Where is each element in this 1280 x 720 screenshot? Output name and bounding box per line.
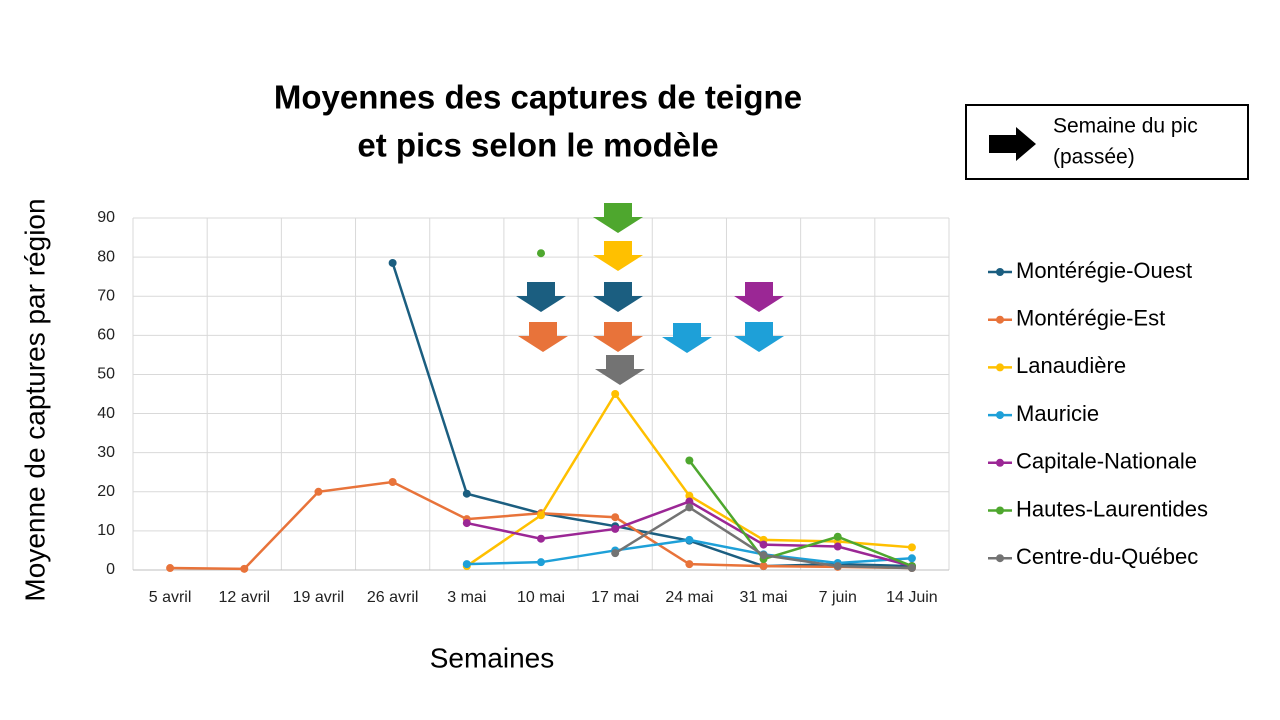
x-tick-label: 10 mai: [517, 589, 565, 606]
x-tick-label: 19 avril: [293, 589, 345, 606]
note-arrow: [989, 127, 1036, 161]
y-tick-label: 30: [97, 444, 115, 461]
data-point: [462, 489, 471, 498]
legend-label: Montérégie-Est: [1016, 306, 1165, 331]
data-point: [907, 554, 916, 563]
data-point: [388, 478, 397, 486]
legend-label: Mauricie: [1016, 401, 1099, 426]
peak-arrow: [593, 203, 643, 233]
data-point: [759, 562, 768, 571]
y-tick-label: 80: [97, 248, 115, 265]
data-point: [537, 558, 545, 567]
legend-label: Centre-du-Québec: [1016, 544, 1198, 569]
x-tick-label: 17 mai: [591, 589, 639, 606]
x-tick-label: 3 mai: [447, 589, 486, 606]
x-tick-label: 7 juin: [819, 589, 857, 606]
data-point: [833, 532, 842, 541]
data-point: [759, 540, 768, 549]
data-point: [759, 551, 768, 560]
legend-label: Hautes-Laurentides: [1016, 496, 1208, 521]
data-point: [907, 543, 916, 552]
legend-swatch: [996, 411, 1004, 420]
peak-arrow: [593, 282, 643, 312]
data-point: [685, 456, 694, 465]
y-tick-label: 0: [106, 561, 115, 578]
y-axis-label: Moyenne de captures par région: [19, 198, 50, 601]
data-point: [685, 503, 694, 512]
x-tick-label: 12 avril: [218, 589, 270, 606]
x-tick-label: 24 mai: [665, 589, 713, 606]
y-tick-label: 40: [97, 405, 115, 422]
peak-arrow: [518, 322, 568, 352]
data-point: [537, 249, 545, 258]
peak-arrow: [734, 282, 784, 312]
series-line: [688, 459, 913, 568]
x-tick-label: 31 mai: [740, 589, 788, 606]
x-axis-label: Semaines: [430, 642, 555, 673]
legend-label: Montérégie-Ouest: [1016, 258, 1192, 283]
data-point: [240, 564, 249, 573]
data-point: [685, 535, 694, 544]
y-tick-label: 50: [97, 366, 115, 383]
y-tick-label: 10: [97, 522, 115, 539]
data-point: [166, 564, 175, 573]
data-point: [685, 491, 694, 500]
chart-title: Moyennes des captures de teigne: [274, 79, 802, 116]
data-point: [611, 513, 620, 522]
data-point: [314, 487, 323, 496]
y-tick-label: 20: [97, 483, 115, 500]
peak-arrow: [595, 355, 645, 385]
legend-swatch: [996, 506, 1004, 515]
peak-arrow: [516, 282, 566, 312]
note-text: (passée): [1053, 146, 1135, 169]
legend-swatch: [996, 363, 1004, 372]
note-text: Semaine du pic: [1053, 115, 1198, 138]
x-tick-label: 14 Juin: [886, 589, 938, 606]
data-point: [537, 534, 545, 543]
x-tick-label: 26 avril: [367, 589, 419, 606]
legend-swatch: [996, 554, 1004, 563]
peak-arrow: [734, 322, 784, 352]
data-point: [462, 560, 471, 569]
peak-arrow: [593, 241, 643, 271]
legend-swatch: [996, 315, 1004, 324]
legend-swatch: [996, 458, 1004, 467]
data-point: [685, 497, 694, 506]
y-tick-label: 70: [97, 287, 115, 304]
legend-label: Lanaudière: [1016, 353, 1126, 378]
peak-arrow: [593, 322, 643, 352]
data-point: [611, 390, 620, 398]
data-point: [907, 564, 916, 573]
data-point: [833, 562, 842, 571]
data-point: [537, 511, 545, 520]
chart-title: et pics selon le modèle: [357, 127, 718, 164]
x-tick-label: 5 avril: [149, 589, 192, 606]
data-point: [833, 542, 842, 551]
legend-label: Capitale-Nationale: [1016, 449, 1197, 474]
data-point: [685, 560, 694, 569]
data-point: [462, 519, 471, 528]
peak-arrow: [662, 323, 712, 353]
data-point: [388, 258, 397, 267]
data-point: [611, 524, 620, 533]
data-point: [611, 549, 620, 558]
legend-swatch: [996, 268, 1004, 276]
y-tick-label: 60: [97, 327, 115, 344]
y-tick-label: 90: [97, 209, 115, 226]
